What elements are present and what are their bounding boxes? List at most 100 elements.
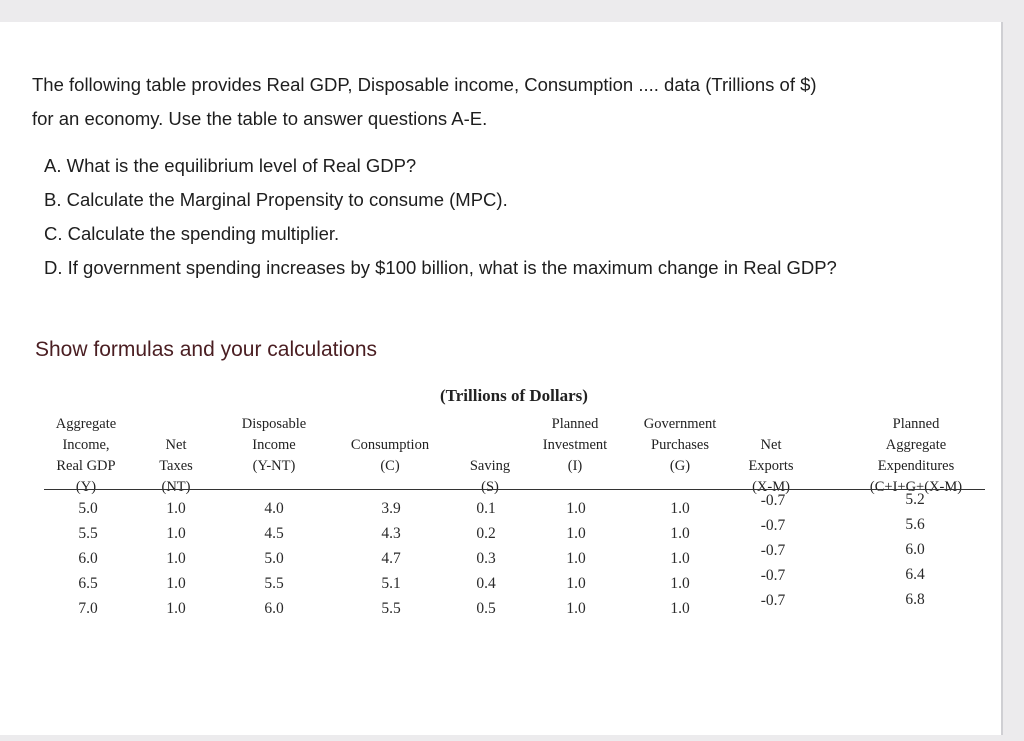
- header-real-gdp-line-4: (Y): [75, 479, 97, 495]
- table-cell: -0.7: [760, 492, 786, 509]
- header-saving-line-2: (S): [481, 479, 499, 495]
- instruction-heading: Show formulas and your calculations: [35, 338, 378, 361]
- header-disposable-income: Disposable Income (Y-NT): [224, 414, 324, 477]
- table-cell: 5.0: [264, 550, 284, 567]
- table-cell: 4.3: [381, 525, 401, 542]
- table-cell: 6.5: [78, 575, 98, 592]
- question-a: A. What is the equilibrium level of Real…: [44, 155, 417, 176]
- table-cell: 0.2: [476, 525, 496, 542]
- header-consumption: Consumption (C): [334, 435, 446, 477]
- table-cell: 1.0: [670, 600, 690, 617]
- table-cell: 0.4: [476, 575, 496, 592]
- table-cell: 5.0: [78, 500, 98, 517]
- table-cell: 1.0: [166, 500, 186, 517]
- table-cell: 1.0: [670, 575, 690, 592]
- column-planned-aggregate-expenditures: 5.2 5.6 6.0 6.4 6.8: [880, 487, 950, 612]
- table-cell: -0.7: [760, 542, 786, 559]
- header-planned-aggregate-expenditures: Planned Aggregate Expenditures (C+I+G+(X…: [852, 414, 980, 498]
- column-planned-investment: 1.0 1.0 1.0 1.0 1.0: [545, 496, 607, 621]
- header-government-purchases-line-3: (G): [669, 458, 691, 474]
- table-cell: 1.0: [166, 600, 186, 617]
- header-net-exports-line-2: Exports: [748, 458, 794, 474]
- column-disposable-income: 4.0 4.5 5.0 5.5 6.0: [236, 496, 312, 621]
- header-net-exports-line-1: Net: [760, 437, 782, 453]
- table-cell: 5.6: [905, 516, 925, 533]
- table-cell: 1.0: [670, 550, 690, 567]
- table-cell: 5.5: [264, 575, 284, 592]
- header-disposable-income-line-1: Disposable: [241, 416, 307, 432]
- header-net-taxes-line-1: Net: [165, 437, 187, 453]
- question-d: D. If government spending increases by $…: [44, 257, 837, 278]
- question-c: C. Calculate the spending multiplier.: [44, 223, 340, 244]
- column-consumption: 3.9 4.3 4.7 5.1 5.5: [356, 496, 426, 621]
- column-government-purchases: 1.0 1.0 1.0 1.0 1.0: [648, 496, 712, 621]
- header-planned-aggregate-expenditures-line-2: Aggregate: [885, 437, 947, 453]
- header-planned-aggregate-expenditures-line-4: (C+I+G+(X-M): [869, 479, 963, 495]
- table-cell: 0.5: [476, 600, 496, 617]
- header-saving-line-1: Saving: [469, 458, 511, 474]
- table-cell: 1.0: [670, 525, 690, 542]
- header-real-gdp: Aggregate Income, Real GDP (Y): [40, 414, 132, 498]
- table-cell: 4.7: [381, 550, 401, 567]
- header-net-taxes-line-2: Taxes: [159, 458, 193, 474]
- intro-paragraph: The following table provides Real GDP, D…: [32, 68, 982, 136]
- table-cell: 4.5: [264, 525, 284, 542]
- table-cell: 5.1: [381, 575, 401, 592]
- header-government-purchases-line-1: Government: [643, 416, 717, 432]
- table-title: (Trillions of Dollars): [440, 386, 588, 405]
- table-cell: 1.0: [566, 550, 586, 567]
- intro-line-1: The following table provides Real GDP, D…: [32, 74, 817, 95]
- table-cell: 6.4: [905, 566, 925, 583]
- document-page: The following table provides Real GDP, D…: [0, 22, 1003, 735]
- header-real-gdp-line-2: Income,: [62, 437, 110, 453]
- table-cell: 1.0: [566, 600, 586, 617]
- header-planned-investment-line-2: Investment: [542, 437, 608, 453]
- header-planned-aggregate-expenditures-line-3: Expenditures: [877, 458, 955, 474]
- table-cell: 1.0: [166, 525, 186, 542]
- table-cell: 1.0: [566, 500, 586, 517]
- header-planned-investment-line-1: Planned: [551, 416, 599, 432]
- question-b: B. Calculate the Marginal Propensity to …: [44, 189, 508, 210]
- header-planned-investment: Planned Investment (I): [530, 414, 620, 477]
- table-cell: 5.5: [381, 600, 401, 617]
- table-cell: 7.0: [78, 600, 98, 617]
- header-disposable-income-line-3: (Y-NT): [252, 458, 296, 474]
- table-cell: 0.3: [476, 550, 496, 567]
- table-cell: 1.0: [166, 575, 186, 592]
- header-net-exports: Net Exports (X-M): [734, 435, 808, 498]
- table-cell: 6.0: [264, 600, 284, 617]
- table-cell: -0.7: [760, 592, 786, 609]
- header-net-taxes: Net Taxes (NT): [145, 435, 207, 498]
- table-cell: -0.7: [760, 567, 786, 584]
- table-cell: 0.1: [476, 500, 496, 517]
- table-cell: 5.2: [905, 491, 925, 508]
- header-real-gdp-line-1: Aggregate: [55, 416, 117, 432]
- header-net-exports-line-3: (X-M): [752, 479, 790, 495]
- table-cell: 1.0: [566, 525, 586, 542]
- table-cell: 6.0: [78, 550, 98, 567]
- column-net-taxes: 1.0 1.0 1.0 1.0 1.0: [145, 496, 207, 621]
- table-cell: -0.7: [760, 517, 786, 534]
- header-planned-aggregate-expenditures-line-1: Planned: [892, 416, 940, 432]
- table-cell: 1.0: [566, 575, 586, 592]
- table-cell: 1.0: [670, 500, 690, 517]
- column-real-gdp: 5.0 5.5 6.0 6.5 7.0: [48, 496, 128, 621]
- table-cell: 4.0: [264, 500, 284, 517]
- table-cell: 6.0: [905, 541, 925, 558]
- table-cell: 3.9: [381, 500, 401, 517]
- header-consumption-line-1: Consumption: [350, 437, 430, 453]
- header-divider: [44, 489, 985, 490]
- table-cell: 6.8: [905, 591, 925, 608]
- header-net-taxes-line-3: (NT): [161, 479, 191, 495]
- header-government-purchases-line-2: Purchases: [651, 437, 709, 453]
- intro-line-2: for an economy. Use the table to answer …: [32, 108, 488, 129]
- table-cell: 1.0: [166, 550, 186, 567]
- question-list: A. What is the equilibrium level of Real…: [44, 149, 994, 285]
- header-disposable-income-line-2: Income: [252, 437, 296, 453]
- column-net-exports: -0.7 -0.7 -0.7 -0.7 -0.7: [738, 488, 808, 613]
- header-planned-investment-line-3: (I): [567, 458, 583, 474]
- header-government-purchases: Government Purchases (G): [628, 414, 732, 477]
- header-saving: Saving (S): [455, 456, 525, 498]
- table-cell: 5.5: [78, 525, 98, 542]
- header-real-gdp-line-3: Real GDP: [56, 458, 116, 474]
